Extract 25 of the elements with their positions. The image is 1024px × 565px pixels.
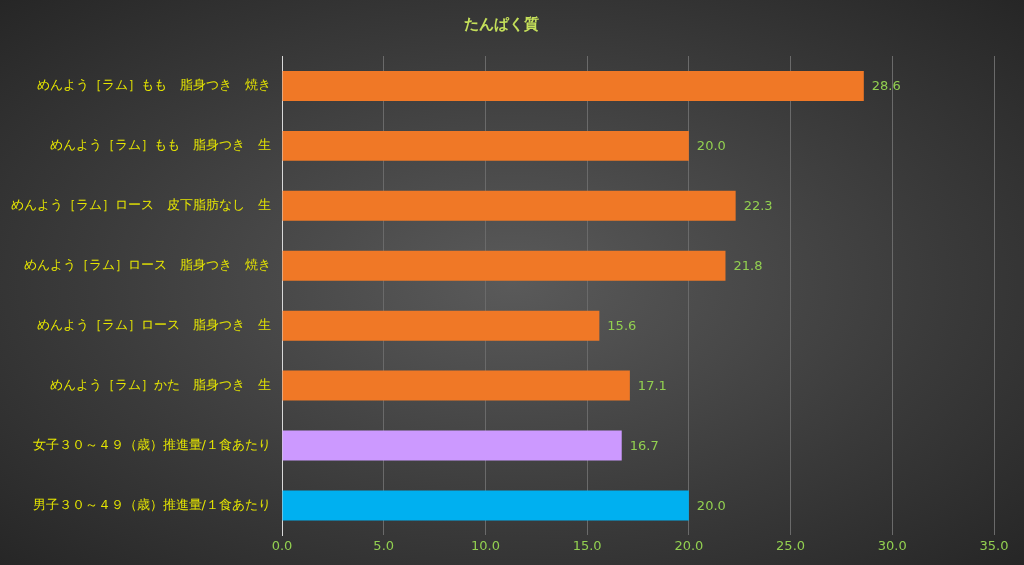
x-tick-label: 15.0 [572, 537, 602, 553]
x-tick-label: 10.0 [470, 537, 500, 553]
y-tick-label: めんよう［ラム］ロース 皮下脂肪なし 生 [11, 197, 271, 213]
data-label: 22.3 [743, 198, 773, 214]
data-label: 15.6 [607, 318, 637, 334]
data-label: 16.7 [629, 437, 659, 453]
y-tick-label: めんよう［ラム］もも 脂身つき 焼き [37, 77, 271, 93]
data-label: 28.6 [871, 78, 901, 94]
y-tick-label: 男子３０～４９（歳）推進量/１食あたり [32, 496, 271, 512]
y-tick-label: めんよう［ラム］ロース 脂身つき 焼き [24, 257, 271, 273]
data-label: 21.8 [733, 258, 763, 274]
chart-title: たんぱく質 [463, 14, 539, 33]
x-tick-label: 5.0 [373, 537, 395, 553]
x-tick-label: 0.0 [271, 537, 293, 553]
y-tick-label: めんよう［ラム］かた 脂身つき 生 [50, 376, 271, 392]
data-label: 17.1 [637, 377, 667, 393]
x-tick-label: 35.0 [979, 537, 1009, 553]
data-label: 20.0 [696, 497, 726, 513]
y-tick-label: めんよう［ラム］ロース 脂身つき 生 [37, 317, 271, 333]
x-tick-label: 30.0 [877, 537, 907, 553]
x-tick-label: 25.0 [776, 537, 806, 553]
x-tick-label: 20.0 [674, 537, 704, 553]
y-tick-label: 女子３０～４９（歳）推進量/１食あたり [32, 436, 271, 452]
y-tick-label: めんよう［ラム］もも 脂身つき 生 [50, 137, 271, 153]
data-label: 20.0 [696, 138, 726, 154]
